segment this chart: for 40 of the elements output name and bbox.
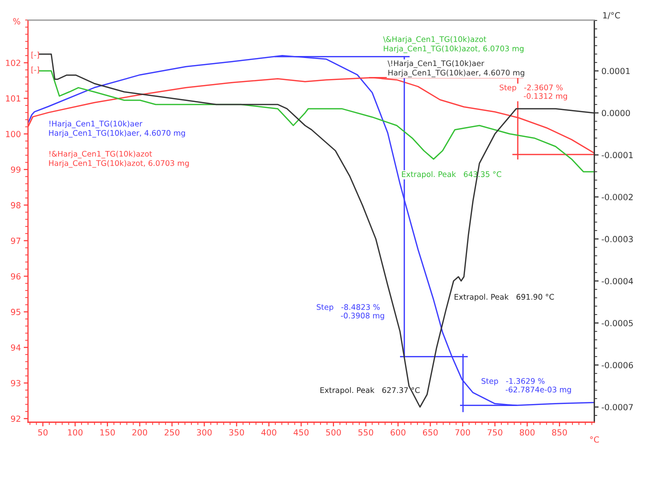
y2-tick-label: -0.0007 (602, 404, 633, 410)
y2-tick-label: -0.0001 (602, 152, 633, 158)
y-tick-label: 97 (10, 238, 20, 244)
y-tick-label: 95 (10, 308, 20, 316)
y2-tick-label: -0.0004 (602, 278, 634, 284)
x-tick-label: 350 (229, 429, 244, 436)
y-tick-label: 94 (10, 344, 21, 351)
y-tick-label: 98 (10, 202, 20, 208)
y-axis-title: % (13, 18, 20, 24)
x-tick-label: 200 (132, 429, 148, 436)
x-tick-label: 600 (390, 429, 406, 436)
y2-tick-label: -0.0003 (602, 236, 633, 242)
x-tick-label: 750 (488, 429, 502, 436)
y-tick-label: 96 (10, 273, 21, 280)
y-tick-label: 100 (6, 130, 20, 138)
y2-tick-label: -0.0006 (602, 362, 633, 368)
y2-tick-label: 0.0000 (602, 110, 630, 116)
x-tick-label: 300 (196, 429, 212, 436)
y-tick-label: 99 (10, 166, 20, 173)
y-tick-label: 101 (6, 95, 20, 102)
x-tick-label: 100 (68, 429, 83, 436)
y2-tick-label: 0.0001 (602, 68, 630, 74)
x-tick-label: 800 (520, 429, 535, 436)
x-tick-label: 400 (261, 429, 276, 436)
y2-axis-title: 1/°C (603, 12, 620, 20)
y-tick-label: 102 (6, 60, 20, 66)
x-tick-label: 50 (38, 429, 48, 436)
x-axis-title: °C (590, 436, 599, 443)
y2-tick-label: -0.0005 (602, 320, 633, 326)
y-tick-label: 93 (10, 380, 20, 386)
x-tick-label: 150 (100, 429, 115, 436)
x-tick-label: 700 (455, 429, 470, 436)
x-tick-label: 850 (552, 429, 567, 436)
x-tick-label: 650 (422, 429, 438, 436)
y2-tick-label: -0.0002 (602, 194, 633, 200)
y-tick-label: 92 (10, 416, 20, 422)
x-tick-label: 550 (358, 429, 374, 436)
x-tick-label: 250 (164, 429, 180, 436)
x-tick-label: 450 (294, 429, 309, 436)
x-tick-label: 500 (326, 429, 341, 436)
